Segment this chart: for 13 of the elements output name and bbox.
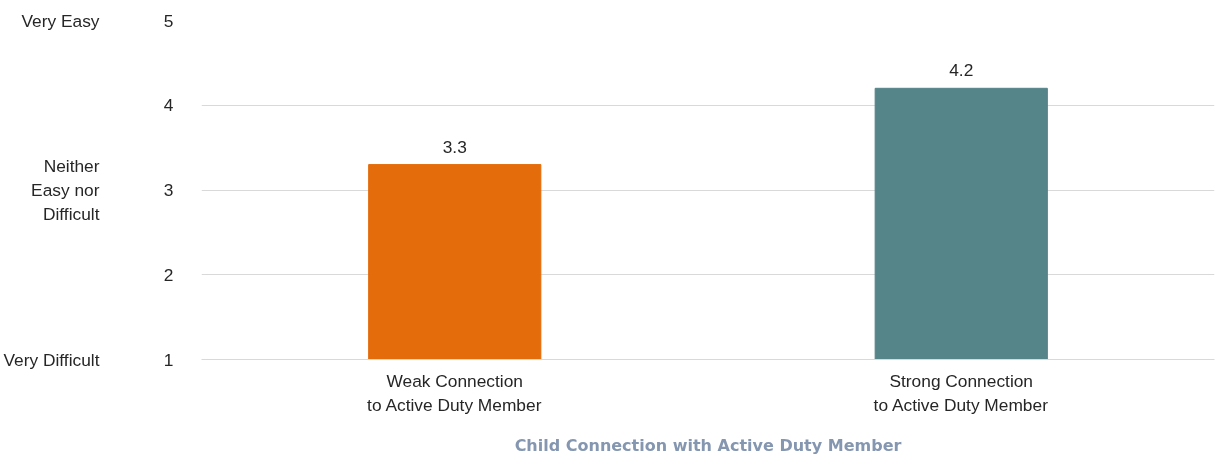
data-label: 3.3	[442, 136, 467, 157]
y-tick-label: 4	[163, 95, 174, 116]
y-tick-label: 1	[163, 349, 174, 370]
text: Neither Easy nor Difficult	[31, 156, 100, 224]
y-tick-label: 5	[163, 10, 174, 31]
data-label: 4.2	[949, 60, 974, 81]
text: Very Easy	[21, 10, 100, 31]
y-tick-label: 3	[163, 180, 174, 200]
y-tick-label: 2	[163, 264, 174, 285]
x-tick-label: Weak Connection to Active Duty Member	[367, 370, 542, 415]
x-tick-label: Strong Connection to Active Duty Member	[873, 370, 1049, 415]
text: Very Difficult	[3, 349, 100, 370]
x-axis-title: Child Connection with Active Duty Member	[514, 435, 902, 455]
